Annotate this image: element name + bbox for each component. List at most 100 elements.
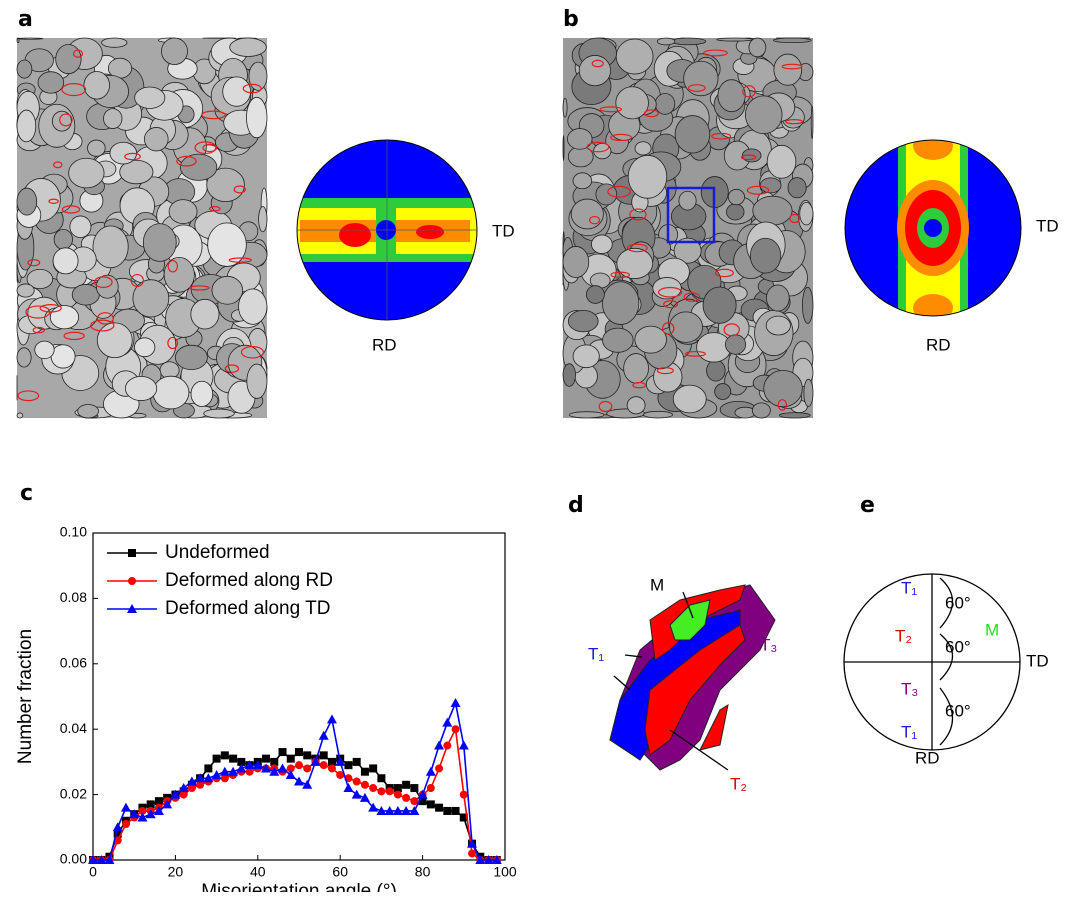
marker: [377, 774, 385, 782]
grain: [643, 411, 672, 418]
grain: [93, 226, 128, 268]
grain: [134, 338, 154, 357]
grain: [779, 413, 810, 418]
grain: [573, 173, 592, 189]
grain: [802, 287, 813, 323]
grain: [635, 326, 667, 353]
grain: [51, 345, 75, 368]
grain: [715, 384, 731, 400]
marker: [303, 764, 311, 772]
panel-label: c: [20, 481, 33, 506]
grain: [17, 38, 43, 39]
grain: [753, 196, 792, 225]
grain: [35, 341, 54, 359]
marker: [442, 718, 452, 727]
axis-label: TD: [1026, 651, 1049, 670]
grain: [56, 44, 81, 73]
grain: [774, 54, 802, 85]
grain: [617, 248, 653, 278]
grain: [144, 127, 168, 150]
marker: [360, 793, 370, 802]
angle-label: 60°: [945, 701, 971, 720]
grain-label: T₂: [730, 774, 747, 793]
marker: [452, 807, 460, 815]
grain: [17, 188, 37, 215]
legend-label: Deformed along TD: [165, 598, 330, 619]
grain: [72, 284, 99, 305]
micrograph: [563, 38, 813, 418]
marker: [410, 784, 418, 792]
grain: [718, 80, 745, 112]
grain: [259, 206, 267, 231]
marker: [221, 751, 229, 759]
grain: [17, 110, 36, 142]
grain: [811, 106, 813, 139]
grain-label: T₃: [760, 635, 777, 654]
grain: [97, 323, 132, 358]
grain: [571, 199, 603, 229]
grain: [628, 155, 667, 198]
marker: [361, 781, 369, 789]
grain: [78, 404, 99, 418]
x-tick-label: 40: [250, 864, 266, 880]
marker: [460, 791, 468, 799]
axis-label: TD: [492, 221, 515, 240]
grain: [191, 299, 219, 329]
grain: [563, 246, 589, 277]
grain: [591, 235, 612, 254]
marker: [327, 714, 337, 723]
grain: [616, 87, 649, 119]
grain: [17, 284, 34, 297]
pole-label: M: [985, 620, 999, 639]
marker: [361, 768, 369, 776]
grain: [125, 376, 156, 400]
pole-label: T₁: [901, 578, 917, 597]
pole-label: T₂: [895, 626, 912, 645]
grain: [568, 310, 598, 331]
marker: [122, 820, 130, 828]
x-tick-label: 20: [168, 864, 184, 880]
marker: [369, 764, 377, 772]
grain: [567, 129, 592, 150]
angle-label: 60°: [945, 637, 971, 656]
marker: [121, 803, 131, 812]
axis-label: TD: [1036, 216, 1059, 235]
x-tick-label: 0: [89, 864, 97, 880]
grain: [673, 385, 706, 413]
x-tick-label: 60: [332, 864, 348, 880]
grain: [671, 38, 706, 45]
grain: [191, 381, 213, 406]
grain: [169, 200, 197, 224]
grain: [17, 348, 31, 367]
grain: [773, 38, 811, 43]
marker: [377, 787, 385, 795]
axis-label: RD: [915, 748, 940, 767]
grain: [87, 140, 105, 156]
grain: [767, 145, 796, 178]
grain: [749, 38, 766, 57]
marker: [303, 751, 311, 759]
y-tick-label: 0.04: [60, 720, 87, 736]
marker: [278, 763, 288, 772]
axis-label: RD: [926, 335, 951, 354]
grain: [161, 38, 187, 65]
grain: [679, 191, 696, 210]
grain: [703, 287, 736, 323]
y-tick-label: 0.06: [60, 655, 87, 671]
micrograph: [17, 38, 267, 418]
legend-marker: [128, 549, 136, 557]
grain: [104, 109, 122, 129]
grain: [766, 316, 790, 335]
grain: [603, 328, 634, 352]
marker: [386, 787, 394, 795]
marker: [320, 751, 328, 759]
grain: [102, 38, 128, 47]
marker: [353, 758, 361, 766]
marker: [295, 748, 303, 756]
marker: [287, 755, 295, 763]
marker: [459, 741, 469, 750]
grain: [579, 55, 610, 85]
marker: [353, 778, 361, 786]
marker: [369, 784, 377, 792]
